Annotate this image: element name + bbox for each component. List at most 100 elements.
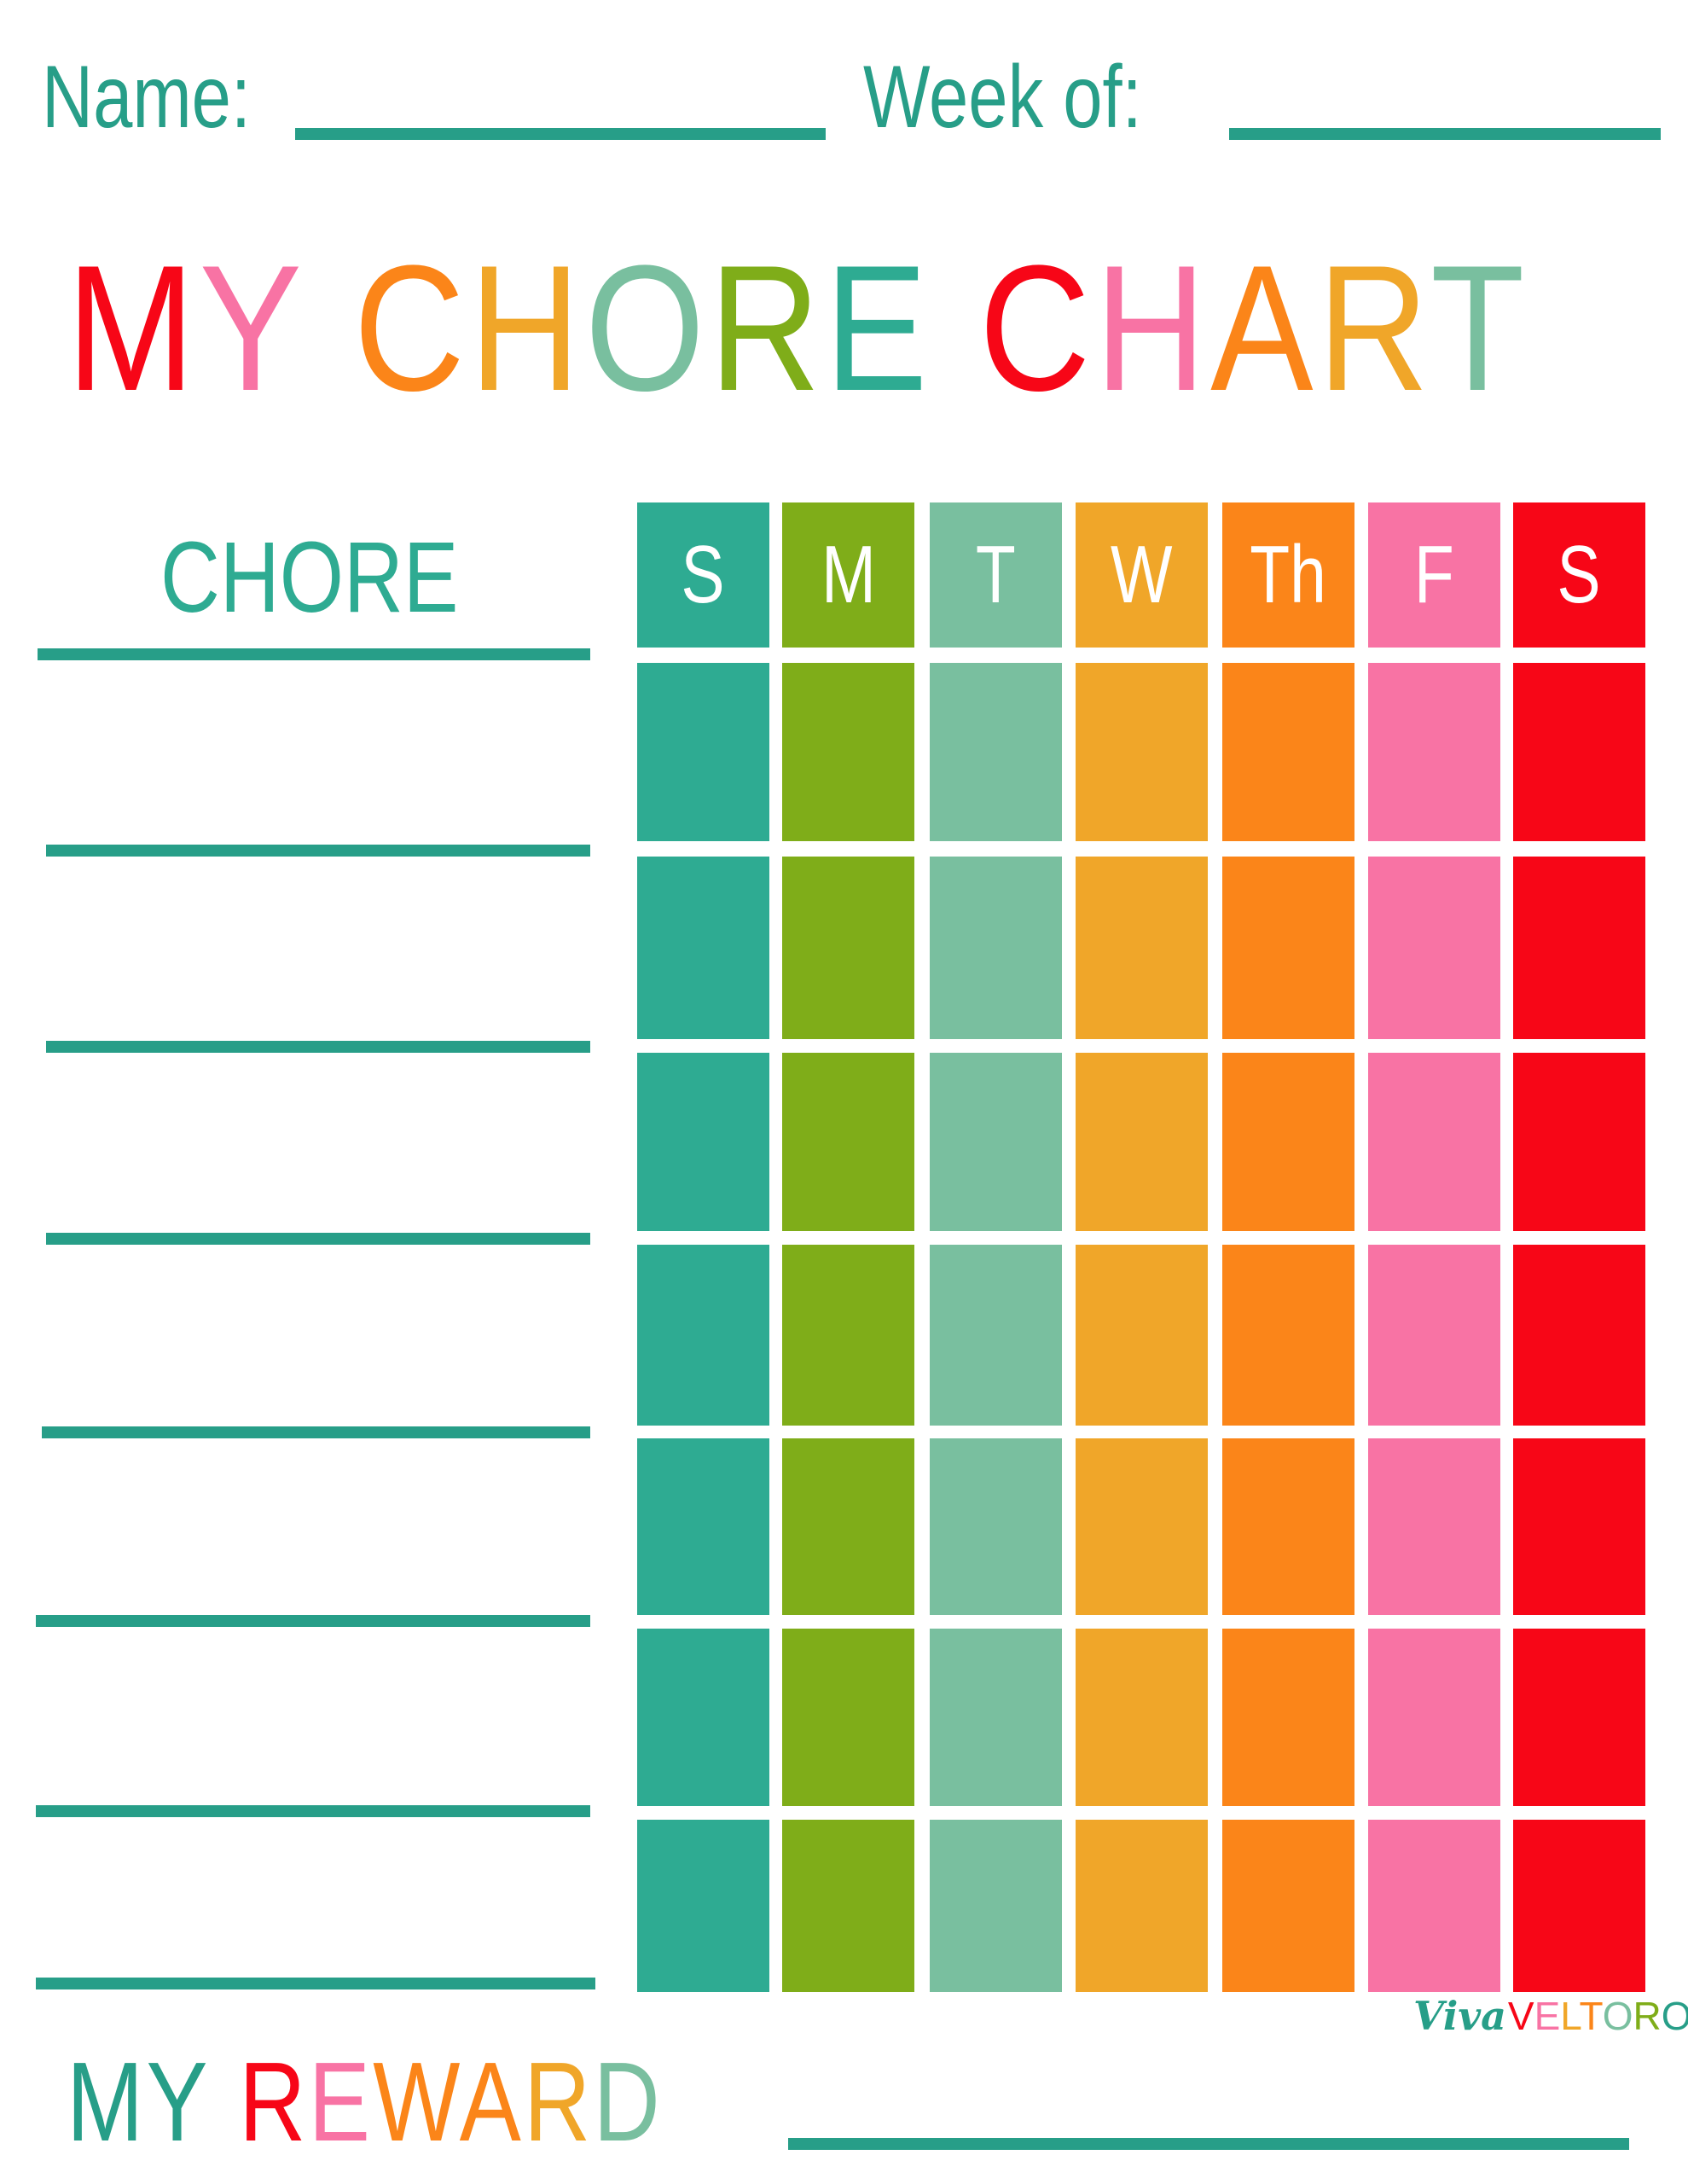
- title-letter: R: [709, 228, 825, 428]
- day-header: S: [1513, 502, 1645, 648]
- title-letter: O: [584, 228, 710, 428]
- chore-check-cell[interactable]: [1368, 857, 1500, 1039]
- chore-check-cell[interactable]: [1368, 1245, 1500, 1426]
- title-letter: [306, 228, 353, 428]
- title-letter: C: [353, 228, 470, 428]
- chore-check-cell[interactable]: [1368, 663, 1500, 841]
- reward-letter: M: [67, 2039, 147, 2164]
- brand-text: VELTORO: [1508, 1994, 1688, 2038]
- title-letter: Y: [199, 228, 307, 428]
- reward-label: MY REWARD: [67, 2046, 663, 2158]
- chore-check-cell[interactable]: [637, 1629, 769, 1806]
- week-of-field[interactable]: [1229, 128, 1661, 140]
- chore-check-cell[interactable]: [1513, 1245, 1645, 1426]
- chore-check-cell[interactable]: [637, 1245, 769, 1426]
- chore-check-cell[interactable]: [782, 1820, 914, 1992]
- chore-input-line[interactable]: [38, 648, 590, 660]
- chore-check-cell[interactable]: [1222, 1438, 1354, 1615]
- chore-input-line[interactable]: [42, 1426, 590, 1438]
- title-letter: H: [1094, 228, 1211, 428]
- chore-check-cell[interactable]: [1368, 1629, 1500, 1806]
- chore-check-cell[interactable]: [1513, 663, 1645, 841]
- chore-check-cell[interactable]: [1222, 663, 1354, 841]
- reward-field[interactable]: [788, 2138, 1629, 2150]
- chore-input-line[interactable]: [36, 1805, 590, 1817]
- day-label: S: [681, 529, 726, 620]
- chore-check-cell[interactable]: [1076, 1820, 1208, 1992]
- reward-letter: W: [373, 2039, 460, 2164]
- chore-check-cell[interactable]: [782, 1629, 914, 1806]
- chore-check-cell[interactable]: [637, 857, 769, 1039]
- chore-check-cell[interactable]: [930, 1053, 1062, 1231]
- title-letter: M: [67, 228, 200, 428]
- title-letter: E: [824, 228, 932, 428]
- chore-check-cell[interactable]: [1513, 1053, 1645, 1231]
- chore-check-cell[interactable]: [782, 1053, 914, 1231]
- day-label: T: [976, 529, 1016, 620]
- chore-check-cell[interactable]: [1076, 1245, 1208, 1426]
- chore-check-cell[interactable]: [1368, 1820, 1500, 1992]
- day-header: W: [1076, 502, 1208, 648]
- chore-check-cell[interactable]: [782, 1438, 914, 1615]
- week-of-label: Week of:: [863, 48, 1142, 147]
- chore-check-cell[interactable]: [1222, 857, 1354, 1039]
- chore-input-line[interactable]: [46, 1233, 590, 1245]
- chore-check-cell[interactable]: [1076, 1438, 1208, 1615]
- chore-check-cell[interactable]: [637, 1438, 769, 1615]
- title-letter: A: [1210, 228, 1318, 428]
- chore-check-cell[interactable]: [1076, 1629, 1208, 1806]
- chore-check-cell[interactable]: [782, 1245, 914, 1426]
- name-field[interactable]: [295, 128, 826, 140]
- brand-letter: L: [1560, 1994, 1580, 2038]
- chore-input-line[interactable]: [46, 845, 590, 857]
- chore-check-cell[interactable]: [637, 1053, 769, 1231]
- chore-check-cell[interactable]: [1076, 663, 1208, 841]
- day-header: M: [782, 502, 914, 648]
- chore-check-cell[interactable]: [637, 1820, 769, 1992]
- day-label: S: [1557, 529, 1602, 620]
- chore-check-cell[interactable]: [930, 1629, 1062, 1806]
- brand-logo: VivaVELTORO: [1413, 1996, 1688, 2036]
- chore-check-cell[interactable]: [782, 857, 914, 1039]
- day-header: T: [930, 502, 1062, 648]
- name-label: Name:: [42, 48, 252, 147]
- chore-check-cell[interactable]: [1222, 1820, 1354, 1992]
- chore-check-cell[interactable]: [1222, 1629, 1354, 1806]
- day-header: Th: [1222, 502, 1354, 648]
- brand-letter: O: [1661, 1994, 1688, 2038]
- reward-letter: A: [459, 2039, 525, 2164]
- chore-check-cell[interactable]: [637, 663, 769, 841]
- chore-check-cell[interactable]: [1222, 1053, 1354, 1231]
- brand-letter: T: [1579, 1994, 1603, 2038]
- chore-check-cell[interactable]: [1076, 1053, 1208, 1231]
- brand-letter: V: [1507, 1994, 1534, 2038]
- day-label: Th: [1250, 529, 1327, 620]
- chore-check-cell[interactable]: [1513, 1629, 1645, 1806]
- chore-check-cell[interactable]: [1513, 1438, 1645, 1615]
- chore-check-cell[interactable]: [930, 1245, 1062, 1426]
- day-label: M: [821, 529, 876, 620]
- chore-check-cell[interactable]: [930, 857, 1062, 1039]
- brand-letter: O: [1602, 1994, 1633, 2038]
- chore-check-cell[interactable]: [1368, 1438, 1500, 1615]
- chore-input-line[interactable]: [36, 1615, 590, 1627]
- page-title: MY CHORE CHART: [67, 239, 1529, 418]
- chore-check-cell[interactable]: [930, 1820, 1062, 1992]
- chore-input-line[interactable]: [36, 1978, 595, 1989]
- day-header: S: [637, 502, 769, 648]
- chore-input-line[interactable]: [46, 1041, 590, 1053]
- day-header: F: [1368, 502, 1500, 648]
- chore-check-cell[interactable]: [1513, 857, 1645, 1039]
- chore-check-cell[interactable]: [930, 663, 1062, 841]
- brand-letter: E: [1534, 1994, 1561, 2038]
- chore-check-cell[interactable]: [1513, 1820, 1645, 1992]
- chore-check-cell[interactable]: [1368, 1053, 1500, 1231]
- title-letter: [932, 228, 979, 428]
- reward-letter: [211, 2039, 239, 2164]
- title-letter: H: [469, 228, 585, 428]
- chore-check-cell[interactable]: [1076, 857, 1208, 1039]
- chore-check-cell[interactable]: [930, 1438, 1062, 1615]
- chore-check-cell[interactable]: [1222, 1245, 1354, 1426]
- reward-letter: D: [593, 2039, 664, 2164]
- chore-check-cell[interactable]: [782, 663, 914, 841]
